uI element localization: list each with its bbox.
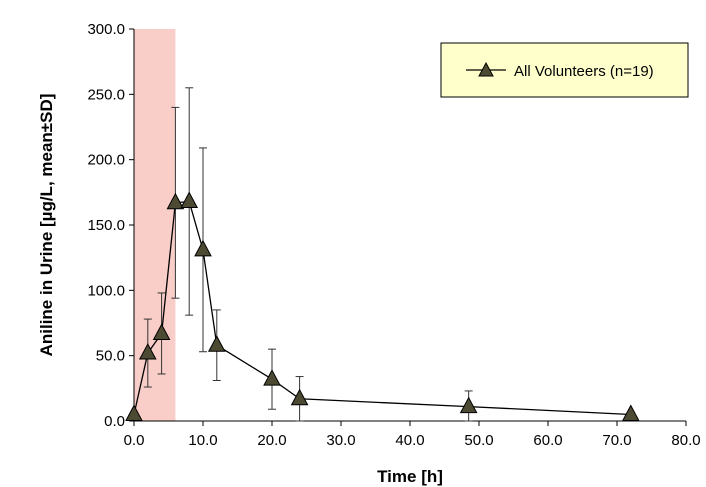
x-tick-label: 60.0	[533, 432, 562, 449]
legend-label: All Volunteers (n=19)	[514, 63, 654, 80]
x-tick-label: 30.0	[326, 432, 355, 449]
data-point	[125, 404, 143, 421]
series-layer	[125, 87, 640, 422]
data-point	[180, 191, 199, 208]
shaded-region	[134, 29, 176, 421]
data-point	[621, 404, 640, 421]
data-point	[207, 335, 226, 352]
data-point	[459, 396, 478, 414]
y-tick-label: 100.0	[87, 282, 125, 299]
data-point	[194, 239, 212, 257]
x-tick-label: 10.0	[188, 432, 217, 449]
y-tick-label: 200.0	[87, 152, 125, 169]
x-tick-label: 70.0	[602, 432, 631, 449]
axes-layer: 0.0 50.0 100.0 150.0 200.0 250.0 300.0 0.0 10.0 2…	[87, 21, 700, 449]
y-tick-label: 250.0	[87, 86, 125, 103]
data-point	[138, 342, 157, 360]
data-point	[290, 388, 309, 406]
series-line	[133, 200, 631, 416]
legend-box	[440, 42, 689, 98]
data-point	[166, 192, 185, 210]
data-point	[152, 323, 171, 340]
y-tick-label: 50.0	[96, 348, 125, 365]
x-axis-title: Time [h]	[377, 467, 443, 486]
x-tick-label: 0.0	[124, 432, 145, 449]
x-tick-label: 80.0	[671, 432, 700, 449]
x-tick-label: 50.0	[464, 432, 493, 449]
legend: All Volunteers (n=19)	[440, 42, 689, 98]
y-axis-title: Aniline in Urine [µg/L, mean±SD]	[37, 94, 56, 357]
data-point	[263, 369, 281, 386]
y-tick-label: 0.0	[104, 413, 125, 430]
x-tick-label: 40.0	[395, 432, 424, 449]
y-tick-label: 300.0	[87, 21, 125, 38]
shaded-region-layer	[134, 29, 176, 421]
y-tick-label: 150.0	[87, 217, 125, 234]
x-tick-label: 20.0	[257, 432, 286, 449]
legend-marker	[478, 61, 494, 77]
